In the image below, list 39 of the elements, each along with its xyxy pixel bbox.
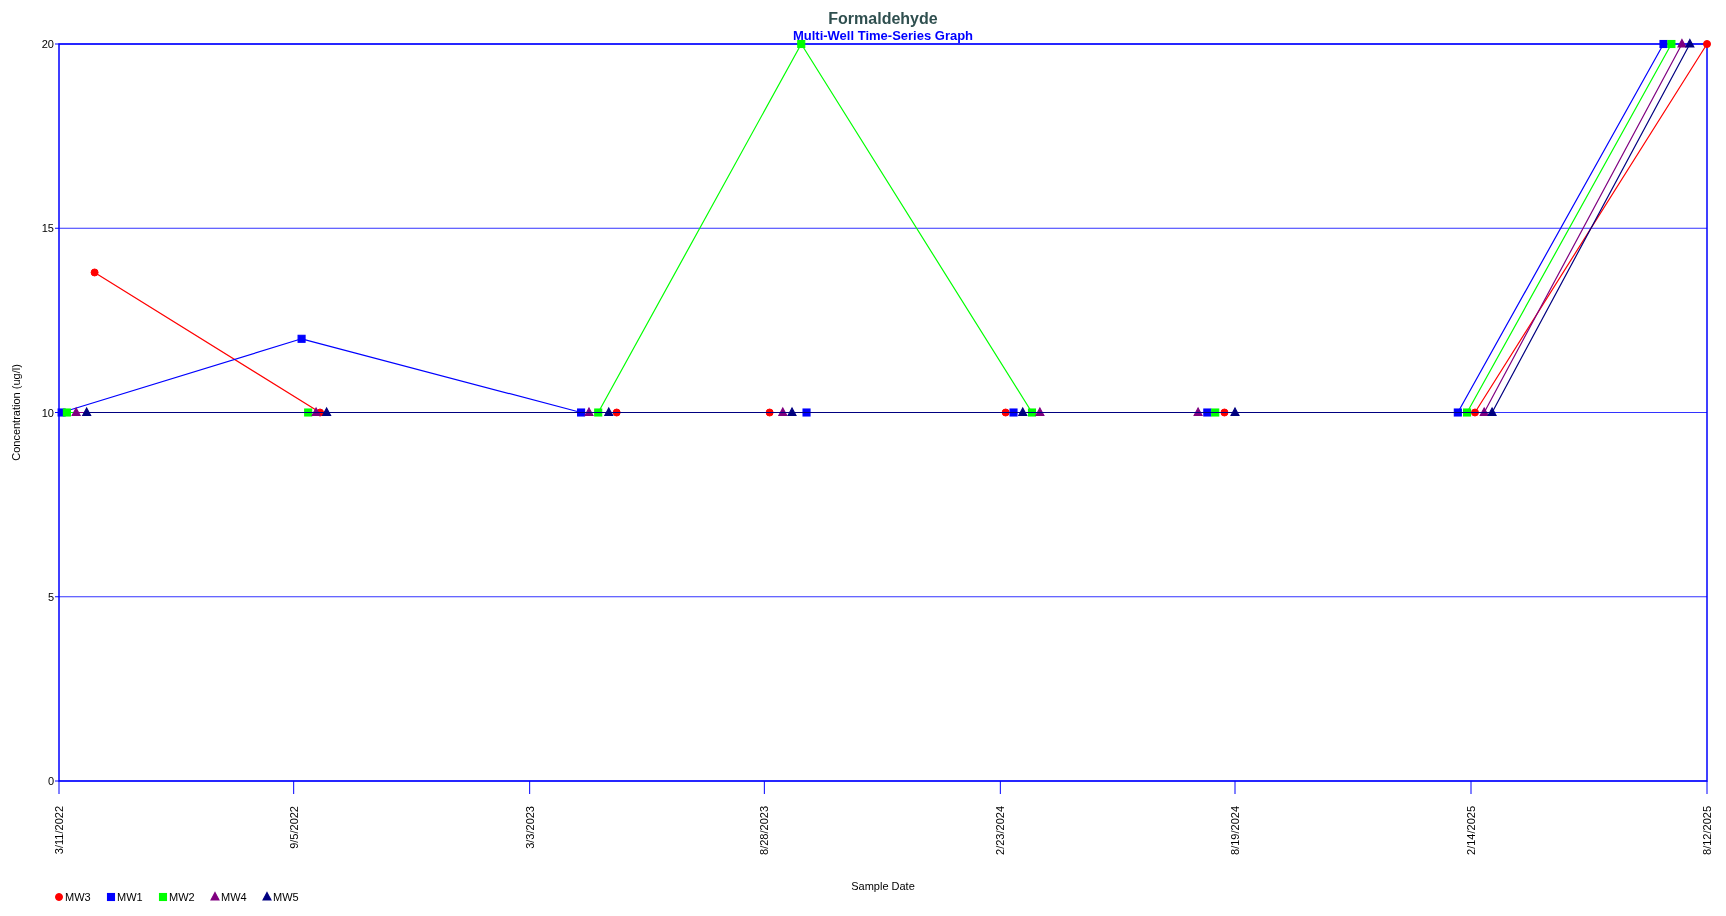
point — [1230, 407, 1240, 417]
point — [1685, 38, 1695, 48]
point — [82, 407, 92, 417]
chart-title: Formaldehyde — [828, 10, 938, 27]
x-axis-title: Sample Date — [851, 880, 915, 892]
y-tick-label: 5 — [47, 590, 54, 603]
point — [787, 407, 797, 417]
y-tick-label: 10 — [41, 406, 54, 419]
point — [297, 334, 306, 343]
legend-label: MW3 — [65, 891, 91, 903]
point — [322, 407, 332, 417]
point — [797, 39, 806, 49]
x-tick-label: 3/11/2022 — [53, 806, 65, 855]
point — [1018, 407, 1028, 417]
y-tick-label: 20 — [41, 38, 54, 50]
x-tick-label: 3/3/2023 — [523, 806, 536, 849]
point — [604, 407, 614, 417]
point — [90, 268, 99, 277]
point — [1487, 407, 1497, 417]
y-tick-label: 0 — [47, 775, 54, 787]
y-axis-title: Concentration (ug/l) — [10, 364, 22, 461]
x-tick-label: 8/28/2023 — [758, 806, 771, 855]
x-tick-label: 8/12/2025 — [1701, 806, 1713, 855]
point — [1703, 40, 1711, 48]
point — [1677, 38, 1687, 48]
y-tick-label: 15 — [41, 222, 54, 235]
legend-label: MW4 — [221, 891, 247, 903]
x-tick-label: 8/19/2024 — [1229, 806, 1242, 855]
point — [62, 408, 71, 417]
legend-label: MW5 — [273, 891, 299, 903]
x-tick-label: 2/23/2024 — [994, 806, 1007, 855]
legend-label: MW1 — [117, 891, 143, 903]
x-tick-label: 9/5/2022 — [287, 806, 300, 849]
point — [1667, 39, 1676, 49]
x-tick-label: 2/14/2025 — [1465, 806, 1478, 855]
point — [71, 407, 81, 417]
point — [1659, 39, 1668, 49]
legend-label: MW2 — [169, 891, 195, 903]
chart-subtitle: Multi-Well Time-Series Graph — [792, 28, 974, 43]
